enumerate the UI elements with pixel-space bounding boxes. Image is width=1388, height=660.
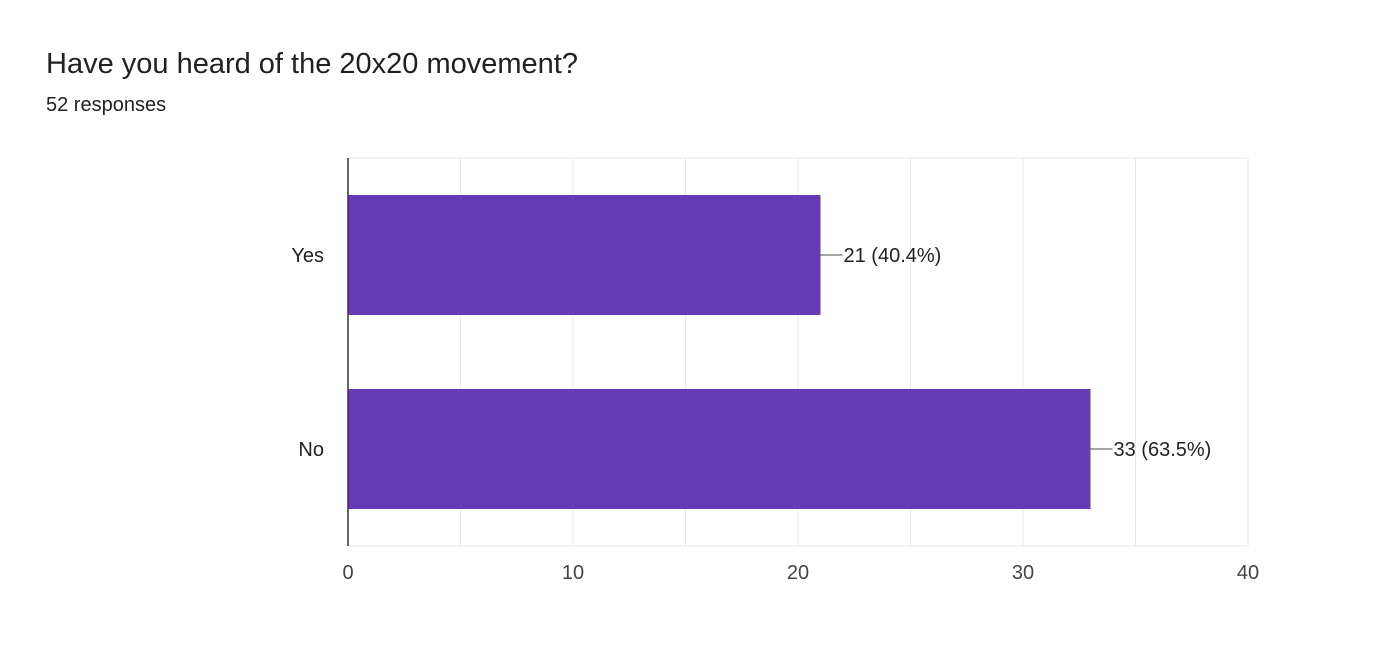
category-label: Yes (291, 245, 324, 267)
x-tick-label: 0 (342, 562, 353, 584)
x-tick-label: 40 (1237, 562, 1259, 584)
x-tick-label: 20 (787, 562, 809, 584)
question-title: Have you heard of the 20x20 movement? (46, 48, 578, 80)
data-label: 21 (40.4%) (844, 245, 942, 267)
response-count: 52 responses (46, 94, 167, 116)
axis-layer: 0 10 20 30 40 (342, 158, 1259, 584)
category-label: No (298, 439, 324, 461)
x-tick-label: 10 (562, 562, 584, 584)
bar-yes[interactable] (348, 195, 821, 315)
x-tick-label: 30 (1012, 562, 1034, 584)
label-layer: Yes 21 (40.4%) No 33 (63.5%) (291, 245, 1211, 461)
bar-no[interactable] (348, 389, 1091, 509)
data-label: 33 (63.5%) (1114, 439, 1212, 461)
bar-layer (348, 195, 1091, 509)
